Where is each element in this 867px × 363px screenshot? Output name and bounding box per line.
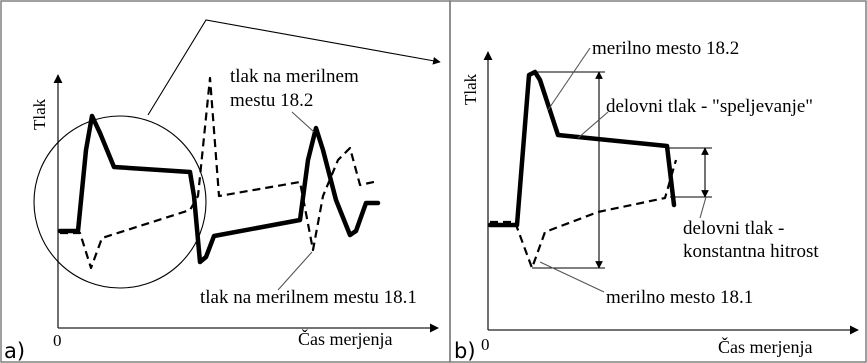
label-b-working-pressure-const-line1: delovni tlak -	[683, 218, 784, 239]
panel-b-origin-label: 0	[481, 335, 490, 354]
zoom-circle	[33, 115, 207, 289]
label-pressure-point-18-2-line1: tlak na merilnem	[230, 66, 359, 87]
panel-b-frame	[449, 0, 867, 363]
panel-b-panel-label: b)	[454, 339, 476, 363]
label-b-point-18-2: merilno mesto 18.2	[592, 38, 739, 59]
curve-measuring-point-18-1	[60, 76, 379, 270]
panel-a-origin-label: 0	[53, 331, 62, 350]
panel-b-y-axis-label: Tlak	[461, 73, 480, 105]
leader-b-working-start	[577, 111, 609, 139]
label-b-working-pressure-const-line2: konstantna hitrost	[683, 241, 819, 262]
curve-measuring-point-18-2	[57, 113, 381, 265]
label-pressure-point-18-1: tlak na merilnem mestu 18.1	[200, 287, 417, 308]
curve-b-measuring-point-18-1	[490, 159, 678, 270]
leader-b-working-const	[699, 196, 707, 219]
label-pressure-point-18-2-line2: mestu 18.2	[230, 90, 313, 111]
leader-18-2	[291, 111, 315, 133]
panel-b-x-axis-label: Čas merjenja	[718, 336, 812, 357]
panel-a: Tlak 0 Čas merjenja a) tlak na merilnem …	[0, 0, 451, 363]
panel-a-x-axis-label: Čas merjenja	[298, 328, 392, 349]
leader-b-18-1	[539, 261, 605, 293]
label-b-working-pressure-start: delovni tlak - "speljevanje"	[606, 96, 813, 117]
leader-18-1	[277, 251, 313, 291]
panel-a-y-axis-label: Tlak	[30, 98, 49, 130]
zoom-arrow	[147, 19, 441, 116]
label-b-point-18-1: merilno mesto 18.1	[606, 287, 753, 308]
curve-b-measuring-point-18-2	[487, 69, 677, 228]
leader-b-18-2	[547, 47, 591, 111]
panel-b: Tlak 0 Čas merjenja b) merilno mesto 18.…	[449, 0, 867, 363]
panel-a-panel-label: a)	[4, 339, 25, 363]
